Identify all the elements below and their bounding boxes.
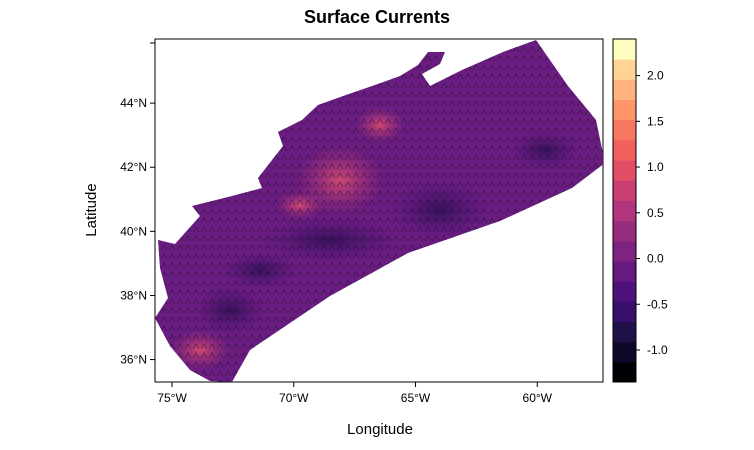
x-axis-label: Longitude <box>347 421 413 438</box>
y-tick-label: 40°N <box>120 224 147 238</box>
colorbar-swatch <box>613 99 636 121</box>
colorbar-tick-label: 0.5 <box>647 206 664 220</box>
colorbar-swatch <box>613 301 636 322</box>
colorbar: -1.0 -0.5 0.0 0.5 1.0 1.5 2.0 <box>612 38 668 383</box>
colorbar-swatch <box>613 260 636 282</box>
colorbar-tick-label: 2.0 <box>647 69 664 83</box>
colorbar-tick-label: 1.5 <box>647 114 664 128</box>
colorbar-swatch <box>613 220 636 242</box>
colorbar-swatch <box>613 180 636 201</box>
x-tick-label: 60°W <box>523 391 553 405</box>
x-tick-label: 65°W <box>401 391 431 405</box>
y-tick-label: 38°N <box>120 288 147 302</box>
y-tick-label: 44°N <box>120 96 147 110</box>
colorbar-swatch <box>613 39 636 60</box>
colorbar-swatch <box>613 139 636 161</box>
colorbar-tick-label: -1.0 <box>647 343 668 357</box>
x-tick-label: 70°W <box>279 391 309 405</box>
colorbar-swatch <box>613 361 636 383</box>
colorbar-frame <box>612 38 637 383</box>
colorbar-swatch <box>613 59 636 80</box>
chart-title: Surface Currents <box>304 7 450 27</box>
colorbar-swatch <box>613 240 636 262</box>
colorbar-tick-label: 1.0 <box>647 160 664 174</box>
y-axis: 36°N 38°N 40°N 42°N 44°N <box>120 42 155 367</box>
y-tick-label: 42°N <box>120 160 147 174</box>
y-axis-label: Latitude <box>83 183 100 236</box>
colorbar-swatch <box>613 160 636 181</box>
colorbar-swatch <box>613 321 636 343</box>
colorbar-tick-label: -0.5 <box>647 297 668 311</box>
colorbar-swatch <box>613 119 636 141</box>
colorbar-swatch <box>613 341 636 363</box>
y-tick-label: 36°N <box>120 353 147 367</box>
x-axis: 75°W 70°W 65°W 60°W <box>157 382 553 405</box>
x-tick-label: 75°W <box>157 391 187 405</box>
colorbar-swatch <box>613 281 636 302</box>
colorbar-swatch <box>613 79 636 101</box>
colorbar-swatch <box>613 200 636 222</box>
colorbar-tick-label: 0.0 <box>647 252 664 266</box>
